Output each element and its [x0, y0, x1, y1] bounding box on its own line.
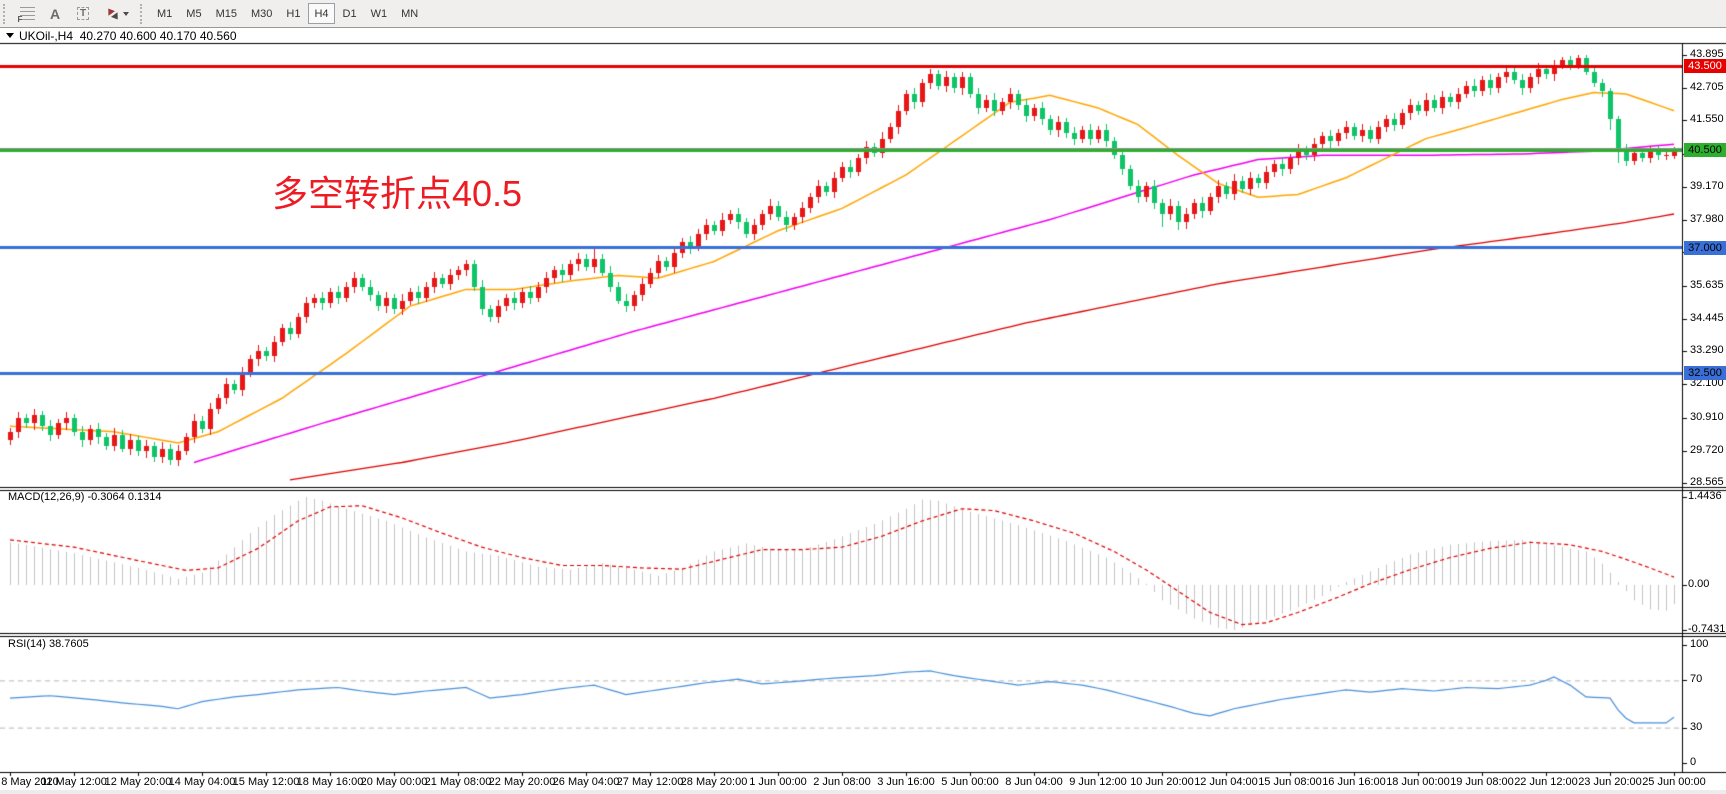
timeframe-button-m1[interactable]: M1 [151, 3, 178, 24]
time-axis-label: 11 May 12:00 [41, 776, 107, 788]
price-chart-canvas[interactable] [0, 28, 1726, 794]
hline-price-label: 37.000 [1684, 241, 1726, 255]
time-axis-label: 5 Jun 00:00 [941, 776, 999, 788]
time-axis-label: 26 May 04:00 [552, 776, 620, 788]
time-axis-label: 10 Jun 20:00 [1130, 776, 1194, 788]
hline-price-label: 32.500 [1684, 366, 1726, 380]
chart-ohlc-title: UKOil-,H4 40.270 40.600 40.170 40.560 [6, 28, 237, 43]
rsi-axis-tick: 30 [1690, 721, 1703, 733]
time-axis-label: 14 May 04:00 [168, 776, 236, 788]
time-axis-label: 22 May 20:00 [488, 776, 556, 788]
toolbar-grip[interactable] [3, 3, 9, 24]
collapse-arrow-icon[interactable] [6, 33, 14, 38]
price-axis-tick: 28.565 [1690, 476, 1724, 488]
timeframe-button-m15[interactable]: M15 [210, 3, 243, 24]
time-axis-label: 2 Jun 08:00 [813, 776, 871, 788]
time-axis-label: 22 Jun 12:00 [1514, 776, 1578, 788]
open-value: 40.270 [79, 28, 117, 43]
hline-price-label: 40.500 [1684, 143, 1726, 157]
price-axis-tick: 42.705 [1690, 81, 1724, 93]
time-axis-label: 25 Jun 00:00 [1642, 776, 1706, 788]
price-axis-tick: 34.445 [1690, 312, 1724, 324]
toolbar-grip[interactable] [140, 3, 146, 24]
price-axis-tick: 29.720 [1690, 444, 1724, 456]
price-axis-tick: 30.910 [1690, 411, 1724, 423]
timeframe-button-h1[interactable]: H1 [280, 3, 306, 24]
chevron-down-icon [122, 11, 129, 16]
time-axis-label: 3 Jun 16:00 [877, 776, 935, 788]
low-value: 40.170 [159, 28, 197, 43]
time-axis-label: 15 May 12:00 [232, 776, 300, 788]
rsi-axis-tick: 100 [1690, 638, 1709, 650]
time-axis-label: 15 Jun 08:00 [1258, 776, 1322, 788]
chart-text-annotation[interactable]: 多空转折点40.5 [272, 173, 523, 214]
time-axis-label: 16 Jun 16:00 [1322, 776, 1386, 788]
text-label-icon: T [76, 7, 90, 20]
timeframe-button-w1[interactable]: W1 [365, 3, 394, 24]
time-axis-label: 28 May 20:00 [680, 776, 748, 788]
time-axis-label: 8 Jun 04:00 [1005, 776, 1063, 788]
timeframe-button-m30[interactable]: M30 [245, 3, 278, 24]
time-axis-label: 12 May 20:00 [104, 776, 172, 788]
timeframe-button-h4[interactable]: H4 [308, 3, 335, 24]
timeframe-button-mn[interactable]: MN [395, 3, 424, 24]
time-axis-label: 9 Jun 12:00 [1069, 776, 1127, 788]
time-axis-label: 21 May 08:00 [424, 776, 492, 788]
text-icon: A [49, 5, 61, 22]
time-axis-label: 19 Jun 08:00 [1450, 776, 1514, 788]
timeframe-group: M1 M5 M15 M30 H1 H4 D1 W1 MN [150, 0, 425, 27]
time-axis-label: 12 Jun 04:00 [1194, 776, 1258, 788]
price-axis-tick: 35.635 [1690, 279, 1724, 291]
symbol-period-label: UKOil-,H4 [19, 28, 74, 43]
text-label-tool-button[interactable]: T [69, 2, 97, 25]
arrows-icon [104, 6, 121, 22]
close-value: 40.560 [199, 28, 237, 43]
arrows-tool-button[interactable] [97, 2, 137, 25]
rsi-axis-tick: 0 [1690, 756, 1697, 768]
timeframe-button-m5[interactable]: M5 [180, 3, 207, 24]
time-axis-label: 1 Jun 00:00 [749, 776, 807, 788]
hline-price-label: 43.500 [1684, 59, 1726, 73]
high-value: 40.600 [119, 28, 157, 43]
time-axis-label: 23 Jun 20:00 [1578, 776, 1642, 788]
price-axis-tick: 39.170 [1690, 180, 1724, 192]
time-axis-label: 18 Jun 00:00 [1386, 776, 1450, 788]
timeframe-button-d1[interactable]: D1 [337, 3, 363, 24]
text-tool-button[interactable]: A [41, 2, 69, 25]
macd-axis-tick: 0.00 [1688, 578, 1710, 590]
price-axis-tick: 43.895 [1690, 48, 1724, 60]
toolbar: F A T M1 M5 M15 M30 H1 H4 D1 W1 MN [0, 0, 1726, 28]
time-axis-label: 27 May 12:00 [616, 776, 684, 788]
price-axis-tick: 33.290 [1690, 344, 1724, 356]
rsi-indicator-label: RSI(14) 38.7605 [8, 638, 89, 650]
price-axis-tick: 37.980 [1690, 213, 1724, 225]
bottom-margin-strip [0, 790, 1726, 794]
fibonacci-tool-button[interactable]: F [13, 2, 41, 25]
time-axis-label: 18 May 16:00 [296, 776, 364, 788]
fibonacci-icon: F [18, 7, 35, 24]
macd-axis-tick: 1.4436 [1688, 490, 1722, 502]
price-axis-tick: 41.550 [1690, 113, 1724, 125]
price-axis-tick: 32.100 [1690, 377, 1724, 389]
rsi-axis-tick: 70 [1690, 673, 1703, 685]
time-axis-label: 20 May 00:00 [360, 776, 428, 788]
macd-indicator-label: MACD(12,26,9) -0.3064 0.1314 [8, 491, 162, 503]
time-axis-label: 8 May 2020 [1, 776, 59, 788]
macd-axis-tick: -0.7431 [1688, 623, 1726, 635]
